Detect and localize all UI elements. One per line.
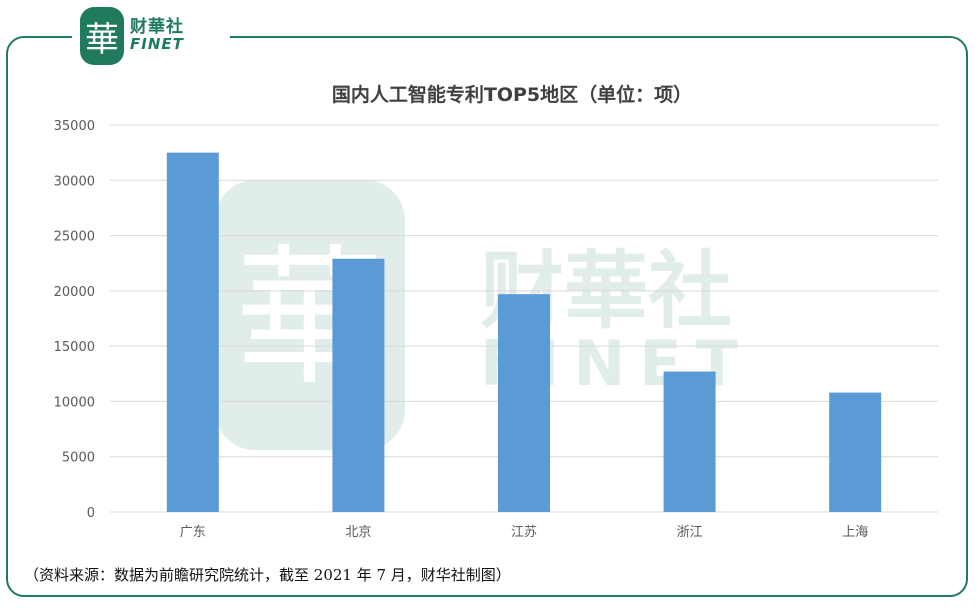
x-axis-ticks: 广东 北京 江苏 浙江 上海	[180, 524, 868, 540]
y-tick-label: 5000	[62, 451, 95, 466]
y-tick-label: 0	[87, 506, 95, 521]
x-tick-label: 北京	[345, 525, 371, 540]
y-tick-label: 15000	[54, 340, 95, 355]
chart-title: 国内人工智能专利TOP5地区（单位：项）	[332, 83, 692, 106]
bar	[663, 371, 716, 512]
y-tick-label: 10000	[54, 395, 95, 410]
x-tick-label: 浙江	[677, 525, 703, 540]
brand-mark: 華	[80, 7, 124, 65]
y-tick-label: 20000	[54, 285, 95, 300]
chart-frame	[6, 36, 968, 597]
brand-name-cn: 财華社	[130, 17, 184, 38]
x-tick-label: 上海	[842, 525, 868, 540]
bars	[166, 152, 882, 512]
bar	[332, 258, 385, 512]
x-tick-label: 广东	[180, 525, 206, 540]
bar	[166, 152, 219, 512]
brand-logo: 華 财華社 FINET	[72, 4, 230, 68]
source-note: （资料来源：数据为前瞻研究院统计，截至 2021 年 7 月，财华社制图）	[24, 566, 511, 584]
y-axis-ticks: 0 5000 10000 15000 20000 25000 30000 35000	[54, 119, 95, 521]
brand-name-en: FINET	[130, 35, 184, 54]
y-tick-label: 30000	[54, 174, 95, 189]
x-tick-label: 江苏	[511, 524, 537, 540]
y-tick-label: 25000	[54, 230, 95, 245]
brand-text: 财華社 FINET	[130, 17, 184, 54]
bar	[829, 392, 882, 512]
y-tick-label: 35000	[54, 119, 95, 134]
bar	[498, 294, 550, 512]
